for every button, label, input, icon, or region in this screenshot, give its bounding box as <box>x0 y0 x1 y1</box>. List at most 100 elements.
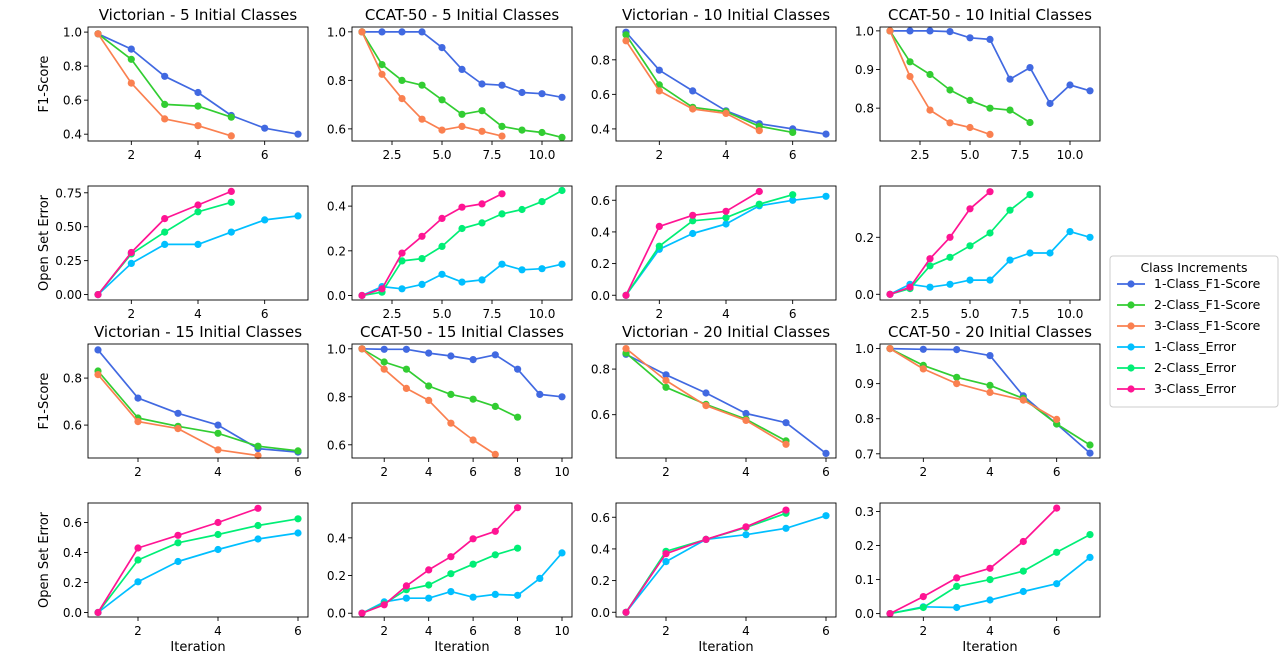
data-point-1-Class_F1-Score <box>1046 99 1054 108</box>
data-point-3-Class_Error <box>886 610 894 618</box>
data-point-1-Class_Error <box>134 578 142 586</box>
legend-entry-3-Class_Error: 3-Class_Error <box>1117 381 1237 396</box>
y-tick-label: 0.1 <box>855 573 874 587</box>
data-point-1-Class_Error <box>986 596 994 604</box>
x-tick-label: 4 <box>722 307 730 321</box>
data-point-3-Class_Error <box>622 291 630 299</box>
data-point-2-Class_Error <box>1019 567 1027 575</box>
data-point-1-Class_Error <box>538 265 546 273</box>
y-tick-label: 0.6 <box>591 194 610 208</box>
axes-frame <box>351 185 573 301</box>
y-axis-label: Open Set Error <box>37 194 52 291</box>
subplot-title: CCAT-50 - 20 Initial Classes <box>888 323 1092 341</box>
data-point-1-Class_F1-Score <box>926 27 934 35</box>
data-point-3-Class_Error <box>953 574 961 582</box>
data-point-2-Class_Error <box>438 242 446 250</box>
x-tick-label: 6 <box>469 465 477 479</box>
data-point-1-Class_Error <box>458 278 466 286</box>
data-point-3-Class_F1-Score <box>94 371 102 379</box>
y-tick-label: 0.0 <box>327 289 346 303</box>
legend-marker <box>1127 364 1135 372</box>
data-point-1-Class_F1-Score <box>662 371 670 379</box>
x-tick-label: 2 <box>380 624 388 638</box>
data-point-2-Class_F1-Score <box>478 107 486 115</box>
data-point-2-Class_F1-Score <box>378 61 386 69</box>
x-tick-label: 6 <box>294 465 302 479</box>
data-point-3-Class_F1-Score <box>689 105 697 113</box>
data-point-2-Class_Error <box>425 581 433 589</box>
data-point-2-Class_F1-Score <box>789 128 797 136</box>
data-point-1-Class_Error <box>1019 587 1027 596</box>
data-point-2-Class_Error <box>458 224 466 233</box>
legend-entry-3-Class_F1-Score: 3-Class_F1-Score <box>1117 318 1261 333</box>
y-tick-label: 0.0 <box>855 288 874 302</box>
data-point-3-Class_F1-Score <box>755 127 763 135</box>
subplot-title: Victorian - 5 Initial Classes <box>99 6 298 24</box>
data-point-1-Class_Error <box>662 558 670 566</box>
subplot-title: CCAT-50 - 10 Initial Classes <box>888 6 1092 24</box>
data-point-1-Class_F1-Score <box>1086 449 1094 457</box>
data-point-1-Class_F1-Score <box>161 72 169 80</box>
data-point-1-Class_F1-Score <box>294 130 302 138</box>
data-point-3-Class_Error <box>214 518 222 527</box>
y-tick-label: 0.4 <box>591 122 610 136</box>
subplot-p33: 2 4 6 0.0 0.1 0.2 0.3 Iteration <box>855 502 1101 655</box>
subplot-title: CCAT-50 - 5 Initial Classes <box>365 6 560 24</box>
data-point-1-Class_Error <box>558 549 566 557</box>
data-point-1-Class_F1-Score <box>378 28 386 36</box>
data-point-1-Class_F1-Score <box>194 88 202 97</box>
data-point-1-Class_F1-Score <box>447 352 455 360</box>
data-point-1-Class_Error <box>261 216 269 224</box>
data-point-3-Class_Error <box>986 188 994 196</box>
y-tick-label: 0.9 <box>855 377 874 391</box>
series-line-1-Class_F1-Score <box>625 353 827 455</box>
data-point-3-Class_F1-Score <box>127 79 135 87</box>
subplot-p20: 2 4 6 0.6 0.8 Victorian - 15 Initial Classes F… <box>37 323 309 479</box>
data-point-2-Class_Error <box>1026 191 1034 199</box>
x-tick-label: 10.0 <box>529 307 556 321</box>
data-point-1-Class_F1-Score <box>655 66 663 74</box>
legend-label: 3-Class_Error <box>1154 381 1237 396</box>
data-point-1-Class_F1-Score <box>538 90 546 98</box>
data-point-1-Class_F1-Score <box>398 28 406 36</box>
data-point-3-Class_F1-Score <box>953 380 961 388</box>
y-tick-label: 0.8 <box>855 102 874 116</box>
x-tick-label: 2 <box>920 624 928 638</box>
data-point-1-Class_Error <box>438 270 446 278</box>
y-tick-label: 0.2 <box>855 231 874 245</box>
x-tick-label: 2 <box>662 465 670 479</box>
axes-frame <box>351 502 573 618</box>
data-point-3-Class_Error <box>478 200 486 208</box>
y-tick-label: 0.4 <box>63 128 82 142</box>
data-point-1-Class_Error <box>294 212 302 220</box>
series-line-1-Class_Error <box>97 532 299 614</box>
data-point-2-Class_Error <box>722 214 730 222</box>
data-point-1-Class_Error <box>1086 233 1094 241</box>
x-tick-label: 2 <box>128 148 136 162</box>
data-point-2-Class_Error <box>254 521 262 530</box>
data-point-3-Class_Error <box>438 214 446 222</box>
data-point-1-Class_F1-Score <box>134 394 142 402</box>
data-point-1-Class_Error <box>789 196 797 204</box>
data-point-1-Class_Error <box>425 594 433 602</box>
data-point-1-Class_F1-Score <box>514 365 522 373</box>
data-point-3-Class_Error <box>94 291 102 299</box>
data-point-1-Class_Error <box>491 590 499 599</box>
x-tick-label: 4 <box>425 624 433 638</box>
data-point-1-Class_Error <box>742 531 750 539</box>
data-point-1-Class_Error <box>926 283 934 291</box>
data-point-1-Class_Error <box>254 535 262 543</box>
data-point-1-Class_Error <box>822 192 830 200</box>
x-axis-label: Iteration <box>698 640 753 655</box>
data-point-1-Class_F1-Score <box>402 345 410 353</box>
x-tick-label: 6 <box>822 465 830 479</box>
y-tick-label: 0.75 <box>55 186 82 200</box>
data-point-3-Class_Error <box>458 203 466 211</box>
data-point-3-Class_Error <box>134 544 142 552</box>
data-point-2-Class_F1-Score <box>946 86 954 94</box>
y-tick-label: 0.6 <box>63 516 82 530</box>
data-point-3-Class_Error <box>254 504 262 512</box>
data-point-1-Class_F1-Score <box>558 393 566 401</box>
data-point-3-Class_Error <box>702 535 710 544</box>
data-point-2-Class_Error <box>478 219 486 227</box>
